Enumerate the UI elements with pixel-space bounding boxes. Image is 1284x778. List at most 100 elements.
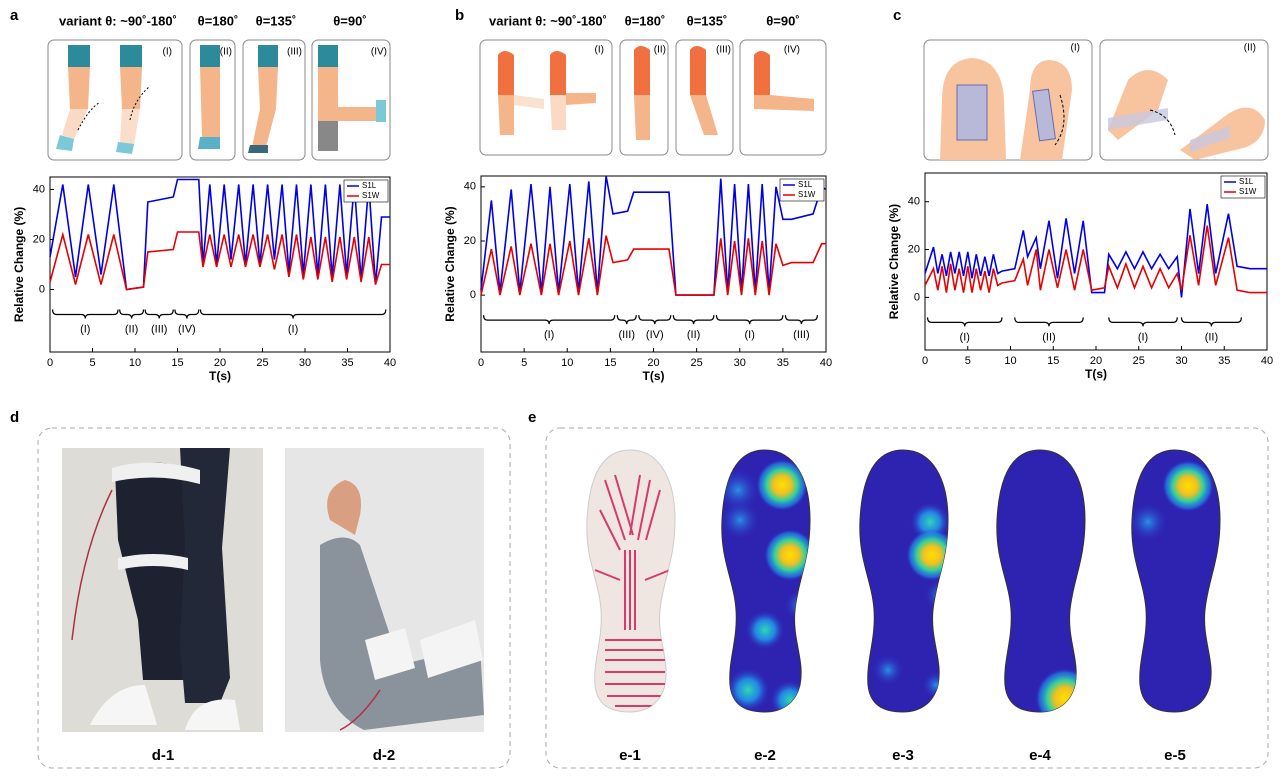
y-tick-label: 0 bbox=[914, 291, 920, 303]
bracket-label: (III) bbox=[619, 329, 636, 341]
stage-label: (II) bbox=[654, 45, 666, 56]
x-tick-label: 20 bbox=[214, 357, 226, 369]
x-tick-label: 25 bbox=[256, 357, 268, 369]
stage-label: (I) bbox=[1071, 43, 1080, 54]
stage-label: (I) bbox=[595, 45, 604, 56]
bracket-label: (II) bbox=[1042, 331, 1055, 343]
stage-label: (II) bbox=[1244, 43, 1256, 54]
x-tick-label: 30 bbox=[1175, 355, 1187, 367]
bracket-label: (I) bbox=[960, 331, 970, 343]
x-tick-label: 5 bbox=[89, 357, 95, 369]
y-tick-label: 40 bbox=[464, 181, 476, 193]
panel-label: d bbox=[10, 409, 19, 426]
pressure-map bbox=[860, 450, 958, 712]
x-tick-label: 10 bbox=[561, 357, 573, 369]
bracket-label: (II) bbox=[125, 323, 138, 335]
bracket-label: (IV) bbox=[178, 323, 196, 335]
bracket-label: (II) bbox=[1205, 331, 1218, 343]
bracket-label: (III) bbox=[793, 329, 810, 341]
x-tick-label: 25 bbox=[691, 357, 703, 369]
header: θ=135˚ bbox=[256, 13, 297, 28]
x-tick-label: 35 bbox=[777, 357, 789, 369]
x-tick-label: 35 bbox=[1218, 355, 1230, 367]
panel-label: e bbox=[528, 409, 536, 426]
header: θ=90˚ bbox=[766, 13, 799, 28]
x-tick-label: 15 bbox=[171, 357, 183, 369]
panel-label: c bbox=[893, 7, 901, 24]
x-tick-label: 20 bbox=[647, 357, 659, 369]
plot-frame bbox=[925, 173, 1267, 350]
illustration-c: (I) (II) bbox=[924, 40, 1268, 160]
bracket-label: (I) bbox=[80, 323, 90, 335]
y-tick-label: 40 bbox=[908, 196, 920, 208]
x-tick-label: 40 bbox=[384, 357, 396, 369]
stage-label: (III) bbox=[287, 47, 302, 58]
x-tick-label: 0 bbox=[47, 357, 53, 369]
x-tick-label: 5 bbox=[521, 357, 527, 369]
legend-label: S1L bbox=[1239, 177, 1254, 186]
x-tick-label: 30 bbox=[299, 357, 311, 369]
x-axis-label: T(s) bbox=[209, 369, 231, 383]
bracket-label: (I) bbox=[544, 329, 554, 341]
x-axis-label: T(s) bbox=[1085, 367, 1107, 381]
x-tick-label: 15 bbox=[1047, 355, 1059, 367]
caption: e-1 bbox=[619, 747, 641, 764]
stage-label: (I) bbox=[163, 47, 172, 58]
x-tick-label: 5 bbox=[965, 355, 971, 367]
panel-label: a bbox=[10, 7, 19, 24]
legend-label: S1W bbox=[798, 190, 816, 199]
pressure-map bbox=[1128, 450, 1220, 712]
y-axis-label: Relative Change (%) bbox=[887, 204, 901, 319]
y-axis-label: Relative Change (%) bbox=[12, 207, 26, 322]
chart: 051015202530354002040T(s)Relative Change… bbox=[443, 176, 832, 383]
y-tick-label: 20 bbox=[464, 235, 476, 247]
legend-label: S1W bbox=[362, 191, 380, 200]
x-axis-label: T(s) bbox=[643, 369, 665, 383]
stage-label: (II) bbox=[220, 47, 232, 58]
y-tick-label: 0 bbox=[470, 289, 476, 301]
bracket-label: (I) bbox=[744, 329, 754, 341]
caption: d-2 bbox=[373, 747, 396, 764]
header: θ=180˚ bbox=[625, 13, 666, 28]
y-axis-label: Relative Change (%) bbox=[443, 206, 457, 321]
pressure-map bbox=[997, 450, 1095, 728]
illustration-a: variant θ: ~90˚-180˚ θ=180˚ θ=135˚ θ=90˚… bbox=[48, 13, 390, 160]
x-tick-label: 35 bbox=[341, 357, 353, 369]
stage-label: (IV) bbox=[784, 45, 800, 56]
x-tick-label: 30 bbox=[734, 357, 746, 369]
x-tick-label: 10 bbox=[129, 357, 141, 369]
x-tick-label: 40 bbox=[820, 357, 832, 369]
legend-label: S1W bbox=[1239, 187, 1257, 196]
x-tick-label: 40 bbox=[1261, 355, 1273, 367]
chart: 0 5 10 15 20 25 30 35 40 0 20 40 T(s) Relative Change… bbox=[12, 177, 396, 383]
panel-label: b bbox=[455, 7, 464, 24]
y-tick-label: 0 bbox=[39, 283, 45, 295]
stage-label: (III) bbox=[716, 45, 731, 56]
y-tick-label: 40 bbox=[33, 183, 45, 195]
caption: e-3 bbox=[892, 747, 914, 764]
pressure-map bbox=[716, 450, 816, 720]
photo-d1 bbox=[62, 448, 263, 732]
illustration-b: variant θ: ~90˚-180˚ θ=180˚ θ=135˚ θ=90˚… bbox=[480, 13, 826, 155]
stage-label: (IV) bbox=[371, 47, 387, 58]
legend-label: S1L bbox=[798, 180, 813, 189]
bracket-label: (I) bbox=[1138, 331, 1148, 343]
x-tick-label: 20 bbox=[1090, 355, 1102, 367]
figure: a b c d e variant θ: ~90˚-180˚ θ=180˚ θ=… bbox=[0, 0, 1284, 773]
photo-d2 bbox=[285, 448, 484, 732]
legend-label: S1L bbox=[362, 181, 377, 190]
header: θ=135˚ bbox=[687, 13, 728, 28]
insole-photo bbox=[587, 450, 675, 712]
header: θ=180˚ bbox=[198, 13, 239, 28]
caption: e-4 bbox=[1029, 747, 1051, 764]
y-tick-label: 20 bbox=[33, 233, 45, 245]
bracket-label: (III) bbox=[151, 323, 168, 335]
header: variant θ: ~90˚-180˚ bbox=[59, 13, 177, 28]
y-tick-label: 20 bbox=[908, 243, 920, 255]
header: θ=90˚ bbox=[333, 13, 366, 28]
caption: d-1 bbox=[152, 747, 175, 764]
x-tick-label: 10 bbox=[1004, 355, 1016, 367]
bracket-label: (I) bbox=[288, 323, 298, 335]
bracket-label: (II) bbox=[687, 329, 700, 341]
